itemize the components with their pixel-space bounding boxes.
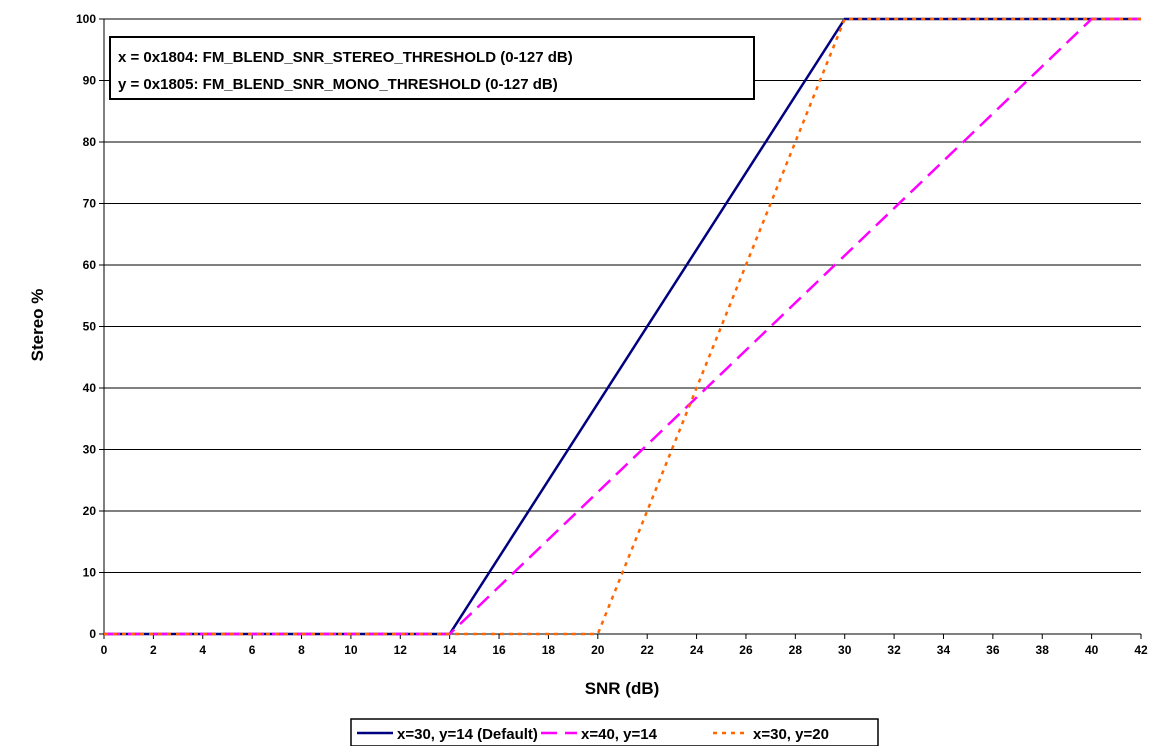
x-tick-label: 0 <box>101 643 108 657</box>
y-tick-label: 40 <box>83 381 97 395</box>
x-axis: 0 2 4 6 8 10 12 14 16 18 20 22 24 26 28 30 32 34 36 38 40 42 <box>101 633 1148 657</box>
annotation-box: x = 0x1804: FM_BLEND_SNR_STEREO_THRESHOL… <box>109 36 755 100</box>
legend-label-1: x=30, y=14 (Default) <box>397 726 538 743</box>
x-tick-label: 34 <box>937 643 951 657</box>
y-tick-label: 90 <box>83 74 97 88</box>
y-tick-label: 50 <box>83 320 97 334</box>
x-tick-label: 10 <box>344 643 358 657</box>
x-tick-label: 22 <box>641 643 655 657</box>
x-tick-label: 18 <box>542 643 556 657</box>
x-tick-label: 40 <box>1085 643 1099 657</box>
y-tick-label: 70 <box>83 197 97 211</box>
x-tick-label: 20 <box>591 643 605 657</box>
y-tick-label: 100 <box>76 12 96 26</box>
x-tick-label: 26 <box>739 643 753 657</box>
x-tick-label: 42 <box>1134 643 1148 657</box>
x-tick-label: 38 <box>1036 643 1050 657</box>
x-tick-label: 8 <box>298 643 305 657</box>
legend: x=30, y=14 (Default) x=40, y=14 x=30, y=20 <box>350 718 879 746</box>
x-tick-label: 16 <box>492 643 506 657</box>
x-tick-label: 30 <box>838 643 852 657</box>
legend-label-3: x=30, y=20 <box>753 726 829 743</box>
annotation-line-2: y = 0x1805: FM_BLEND_SNR_MONO_THRESHOLD … <box>118 76 558 93</box>
x-tick-label: 14 <box>443 643 457 657</box>
x-tick-label: 28 <box>789 643 803 657</box>
y-tick-label: 80 <box>83 135 97 149</box>
y-tick-label: 0 <box>89 627 96 641</box>
y-axis: 0 10 20 30 40 50 60 70 80 90 100 <box>76 12 105 641</box>
x-tick-label: 2 <box>150 643 157 657</box>
x-axis-title: SNR (dB) <box>585 679 660 698</box>
y-tick-label: 20 <box>83 504 97 518</box>
x-tick-label: 4 <box>199 643 206 657</box>
series-lines <box>104 17 1141 636</box>
x-tick-label: 36 <box>986 643 1000 657</box>
y-grid-lines <box>104 18 1141 635</box>
y-tick-label: 10 <box>83 566 97 580</box>
y-tick-label: 60 <box>83 258 97 272</box>
annotation-frame <box>109 36 755 100</box>
y-axis-title: Stereo % <box>28 289 47 362</box>
x-tick-label: 24 <box>690 643 704 657</box>
series-line-3 <box>104 17 1141 636</box>
x-tick-label: 6 <box>249 643 256 657</box>
x-tick-label: 12 <box>394 643 408 657</box>
legend-frame <box>350 718 879 746</box>
y-tick-label: 30 <box>83 443 97 457</box>
legend-label-2: x=40, y=14 <box>581 726 658 743</box>
x-tick-label: 32 <box>887 643 901 657</box>
annotation-line-1: x = 0x1804: FM_BLEND_SNR_STEREO_THRESHOL… <box>118 49 573 66</box>
